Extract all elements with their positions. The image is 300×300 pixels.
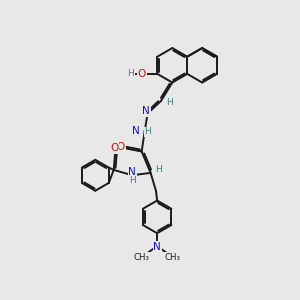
Text: CH₃: CH₃ bbox=[134, 253, 150, 262]
Text: N: N bbox=[153, 242, 161, 252]
Text: O: O bbox=[117, 142, 125, 152]
Text: N: N bbox=[142, 106, 150, 116]
Text: N: N bbox=[133, 126, 140, 136]
Text: H: H bbox=[167, 98, 173, 107]
Text: CH₃: CH₃ bbox=[165, 253, 181, 262]
Text: O: O bbox=[138, 69, 146, 79]
Text: H: H bbox=[155, 165, 162, 174]
Text: H: H bbox=[144, 128, 151, 136]
Text: H: H bbox=[127, 69, 134, 78]
Text: H: H bbox=[129, 176, 136, 185]
Text: O: O bbox=[110, 143, 119, 153]
Text: N: N bbox=[128, 167, 136, 177]
